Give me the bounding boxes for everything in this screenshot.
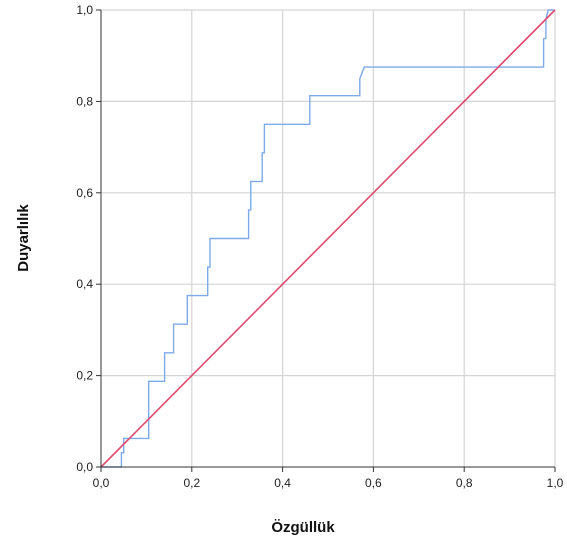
x-tick-label: 0,0: [93, 476, 110, 490]
reference-diagonal: [100, 9, 556, 468]
y-axis-label: Duyarlılık: [15, 204, 32, 272]
y-tick-label: 0,4: [76, 277, 93, 291]
tick-labels: 0,0 0,2 0,4 0,6 0,8 1,0 0,0 0,2 0,4 0,6 0,8 1,0: [76, 3, 563, 490]
x-axis-label: Özgüllük: [271, 519, 335, 536]
y-tick-label: 0,8: [76, 94, 93, 108]
x-tick-label: 0,8: [456, 476, 473, 490]
x-tick-label: 0,4: [274, 476, 291, 490]
y-tick-label: 0,0: [76, 460, 93, 474]
x-tick-label: 1,0: [547, 476, 564, 490]
roc-curve: [101, 9, 555, 468]
series-group: [100, 9, 556, 468]
y-tick-label: 1,0: [76, 3, 93, 17]
gridlines: [101, 9, 556, 467]
x-tick-label: 0,2: [183, 476, 200, 490]
axes: [100, 10, 555, 468]
y-tick-label: 0,6: [76, 186, 93, 200]
x-tick-label: 0,6: [365, 476, 382, 490]
y-tick-label: 0,2: [76, 369, 93, 383]
